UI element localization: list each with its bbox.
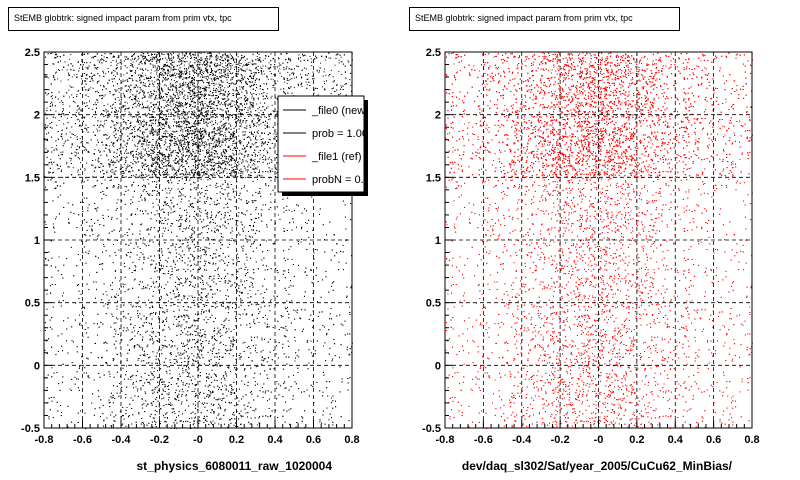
right-chart-title: StEMB globtrk: signed impact param from … bbox=[409, 7, 680, 31]
legend-entry-label: _file0 (new) bbox=[311, 105, 369, 117]
left-y-tick-label: 1.5 bbox=[25, 172, 40, 184]
left-x-tick-label: -0.2 bbox=[150, 434, 169, 446]
left-x-tick-label: -0.8 bbox=[35, 434, 54, 446]
right-x-tick-label: -0.6 bbox=[474, 434, 493, 446]
right-x-tick-label: 0.8 bbox=[744, 434, 759, 446]
legend: _file0 (new) prob = 1.000000 _file1 (ref) p… bbox=[277, 95, 400, 196]
left-y-tick-label: 0 bbox=[34, 360, 40, 372]
right-y-tick-label: 1.5 bbox=[426, 172, 441, 184]
right-y-tick-label: 0.5 bbox=[426, 298, 441, 310]
right-x-axis-label: dev/daq_sl302/Sat/year_2005/CuCu62_MinBi… bbox=[462, 459, 733, 473]
left-x-tick-label: -0.4 bbox=[112, 434, 132, 446]
right-x-tick-label: 0.4 bbox=[668, 434, 684, 446]
left-x-tick-label: 0.4 bbox=[267, 434, 283, 446]
right-y-tick-label: 1 bbox=[435, 235, 441, 247]
left-x-tick-label: 0.6 bbox=[306, 434, 321, 446]
right-y-tick-label: 0 bbox=[435, 360, 441, 372]
right-scatter-points bbox=[445, 52, 753, 429]
right-x-tick-label: 0.6 bbox=[706, 434, 721, 446]
legend-entry-label: _file1 (ref) bbox=[311, 151, 362, 163]
right-x-tick-label: -0 bbox=[594, 434, 604, 446]
legend-entry-label: probN = 0.999999 bbox=[312, 174, 400, 186]
right-y-tick-label: -0.5 bbox=[422, 423, 441, 435]
left-chart-title: StEMB globtrk: signed impact param from … bbox=[8, 7, 279, 31]
left-y-tick-label: 0.5 bbox=[25, 298, 40, 310]
right-grid bbox=[445, 52, 752, 428]
right-x-tick-label: 0.2 bbox=[629, 434, 644, 446]
right-x-tick-label: -0.4 bbox=[512, 434, 532, 446]
left-y-tick-label: 1 bbox=[34, 235, 40, 247]
left-y-tick-label: 2.5 bbox=[25, 47, 40, 59]
left-x-axis-label: st_physics_6080011_raw_1020004 bbox=[136, 459, 332, 473]
left-x-tick-label: 0.8 bbox=[344, 434, 359, 446]
right-y-tick-label: 2 bbox=[435, 110, 441, 122]
legend-entry-label: prob = 1.000000 bbox=[312, 128, 392, 140]
left-y-tick-label: -0.5 bbox=[21, 423, 40, 435]
left-y-tick-label: 2 bbox=[34, 110, 40, 122]
left-x-tick-label: -0.6 bbox=[73, 434, 92, 446]
right-x-tick-label: -0.8 bbox=[436, 434, 455, 446]
right-y-tick-label: 2.5 bbox=[426, 47, 441, 59]
right-x-tick-label: -0.2 bbox=[551, 434, 570, 446]
legend-box bbox=[277, 95, 365, 193]
left-grid bbox=[44, 52, 352, 428]
left-x-tick-label: 0.2 bbox=[229, 434, 244, 446]
right-scatter-panel: -0.8 -0.6 -0.4 -0.2 -0 0.2 0.4 0.6 0.8 -0.5 0 0.5 1 1… bbox=[422, 47, 760, 473]
left-x-tick-label: -0 bbox=[193, 434, 203, 446]
